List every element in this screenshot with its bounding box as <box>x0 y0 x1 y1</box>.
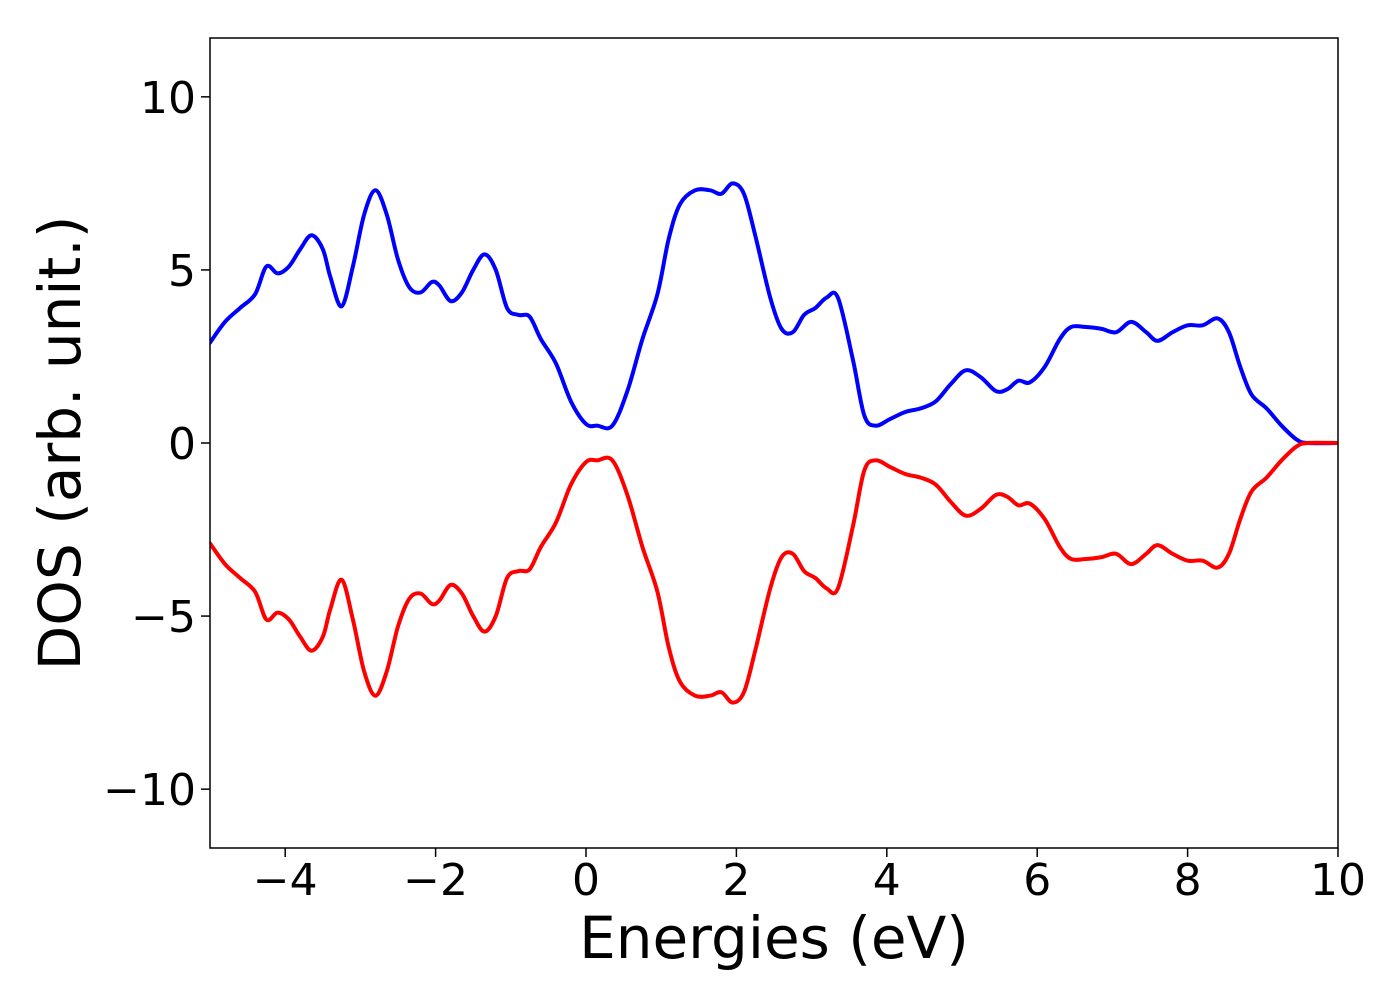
y-axis-title: DOS (arb. unit.) <box>26 216 94 671</box>
x-tick-label: 4 <box>873 855 901 906</box>
y-tick-label: −10 <box>103 765 196 816</box>
plot-area <box>210 38 1338 848</box>
y-tick-label: −5 <box>131 592 196 643</box>
x-tick-label: −4 <box>253 855 318 906</box>
series-line-1 <box>210 181 1338 446</box>
y-tick-label: 5 <box>168 246 196 297</box>
series-line-2 <box>210 440 1338 705</box>
x-tick-label: 0 <box>572 855 600 906</box>
x-axis-title: Energies (eV) <box>579 904 969 972</box>
x-tick-label: 2 <box>722 855 750 906</box>
y-tick-label: 10 <box>140 73 196 124</box>
series-layer <box>210 181 1338 705</box>
x-tick-label: 8 <box>1174 855 1202 906</box>
y-tick-label: 0 <box>168 419 196 470</box>
x-tick-label: −2 <box>403 855 468 906</box>
x-axis: −4 −2 0 2 4 6 8 10 <box>253 848 1366 906</box>
x-tick-label: 10 <box>1310 855 1366 906</box>
x-tick-label: 6 <box>1023 855 1051 906</box>
y-axis: 10 5 0 −5 −10 <box>103 73 210 816</box>
